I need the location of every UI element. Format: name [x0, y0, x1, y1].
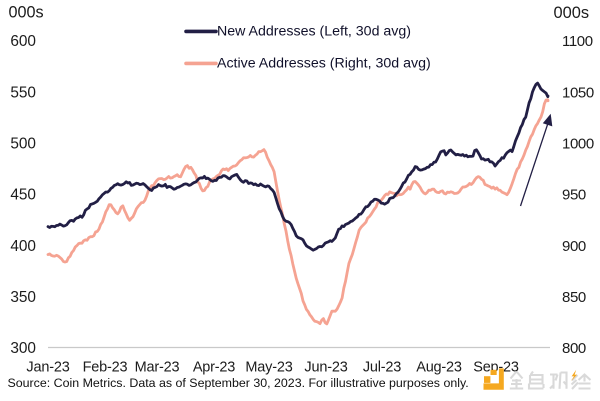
svg-text:800: 800: [562, 340, 586, 357]
svg-text:May-23: May-23: [245, 360, 292, 376]
svg-text:Aug-23: Aug-23: [416, 360, 462, 376]
svg-text:Jan-23: Jan-23: [26, 360, 69, 376]
svg-text:000s: 000s: [9, 4, 44, 22]
svg-text:1050: 1050: [562, 84, 594, 101]
svg-text:Jun-23: Jun-23: [304, 360, 347, 376]
svg-text:600: 600: [10, 33, 36, 50]
svg-text:950: 950: [562, 187, 586, 204]
svg-text:550: 550: [10, 84, 36, 101]
svg-text:Source: Coin Metrics. Data as: Source: Coin Metrics. Data as of Septemb…: [8, 376, 469, 390]
svg-text:Feb-23: Feb-23: [83, 360, 128, 376]
svg-text:850: 850: [562, 289, 586, 306]
svg-text:Active Addresses (Right, 30d a: Active Addresses (Right, 30d avg): [217, 56, 431, 72]
svg-text:400: 400: [10, 238, 36, 255]
svg-text:000s: 000s: [554, 4, 590, 22]
svg-text:1100: 1100: [562, 33, 593, 50]
svg-text:500: 500: [10, 136, 36, 153]
svg-text:New Addresses (Left, 30d avg): New Addresses (Left, 30d avg): [217, 24, 411, 40]
svg-text:Sep-23: Sep-23: [473, 360, 519, 376]
svg-text:Mar-23: Mar-23: [135, 360, 180, 376]
svg-text:450: 450: [10, 187, 36, 204]
svg-text:Jul-23: Jul-23: [363, 360, 401, 376]
svg-text:900: 900: [562, 238, 586, 255]
svg-text:350: 350: [10, 289, 36, 306]
svg-text:300: 300: [10, 340, 36, 357]
svg-text:Apr-23: Apr-23: [193, 360, 235, 376]
svg-text:1000: 1000: [562, 136, 594, 153]
